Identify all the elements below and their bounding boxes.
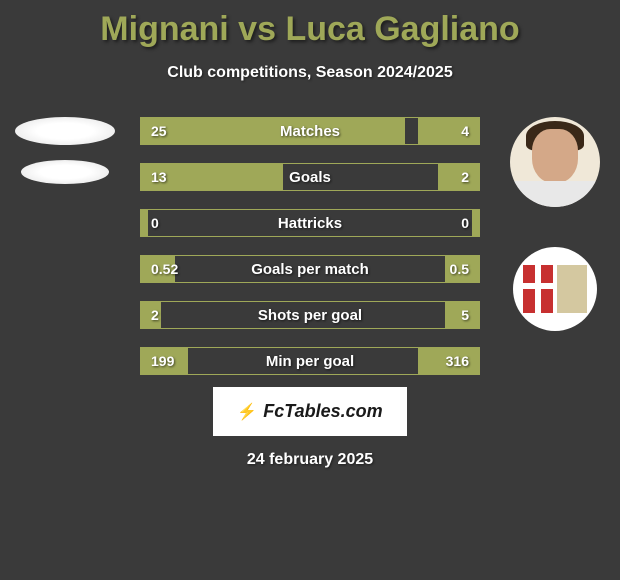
stat-value-right: 5 (461, 307, 469, 323)
stat-value-right: 0.5 (450, 261, 469, 277)
stat-label: Matches (141, 123, 479, 140)
season-subtitle: Club competitions, Season 2024/2025 (0, 64, 620, 82)
shield-cross-vertical (535, 265, 541, 313)
left-player-column (10, 117, 120, 184)
stat-value-right: 0 (461, 215, 469, 231)
fctables-text: FcTables.com (263, 401, 382, 422)
stat-label: Goals (141, 169, 479, 186)
stat-row-shots-per-goal: 2 Shots per goal 5 (140, 301, 480, 329)
stat-label: Goals per match (141, 261, 479, 278)
shield-cross-horizontal (523, 283, 553, 289)
avatar-face (532, 129, 578, 183)
content-row: 25 Matches 4 13 Goals 2 0 Hattricks 0 (0, 117, 620, 375)
stat-label: Shots per goal (141, 307, 479, 324)
stat-value-right: 316 (446, 353, 469, 369)
fctables-icon: ⚡ (237, 402, 257, 422)
page-title: Mignani vs Luca Gagliano (0, 10, 620, 49)
stat-row-matches: 25 Matches 4 (140, 117, 480, 145)
stats-bars: 25 Matches 4 13 Goals 2 0 Hattricks 0 (140, 117, 480, 375)
player-avatar-placeholder (15, 117, 115, 145)
shield-right-panel (557, 265, 587, 313)
footer: ⚡ FcTables.com 24 february 2025 (0, 387, 620, 469)
stat-label: Min per goal (141, 353, 479, 370)
club-badge-placeholder (21, 160, 109, 184)
comparison-infographic: Mignani vs Luca Gagliano Club competitio… (0, 0, 620, 469)
stat-value-right: 2 (461, 169, 469, 185)
stat-row-hattricks: 0 Hattricks 0 (140, 209, 480, 237)
stat-row-goals: 13 Goals 2 (140, 163, 480, 191)
fctables-badge: ⚡ FcTables.com (213, 387, 406, 436)
footer-date: 24 february 2025 (247, 451, 373, 469)
club-badge (513, 247, 597, 331)
player-avatar (510, 117, 600, 207)
stat-row-goals-per-match: 0.52 Goals per match 0.5 (140, 255, 480, 283)
stat-label: Hattricks (141, 215, 479, 232)
stat-row-min-per-goal: 199 Min per goal 316 (140, 347, 480, 375)
right-player-column (500, 117, 610, 331)
avatar-shirt (510, 181, 600, 207)
stat-value-right: 4 (461, 123, 469, 139)
